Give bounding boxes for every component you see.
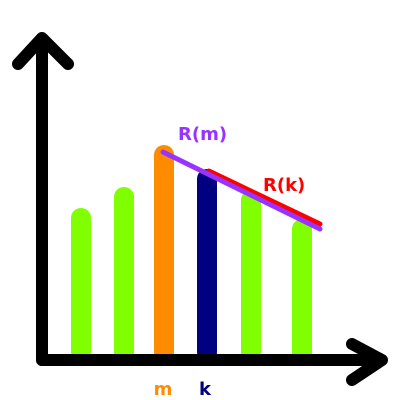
label-r-m: R(m) <box>178 124 227 145</box>
r-k-line <box>206 168 323 227</box>
y-axis-arrowhead <box>12 32 74 70</box>
x-axis-arrowhead <box>346 338 388 386</box>
axes <box>12 32 388 386</box>
label-k: k <box>199 379 212 400</box>
r-m-line <box>160 149 323 232</box>
label-r-k: R(k) <box>263 175 305 196</box>
label-m: m <box>154 379 173 400</box>
bars <box>71 145 312 362</box>
